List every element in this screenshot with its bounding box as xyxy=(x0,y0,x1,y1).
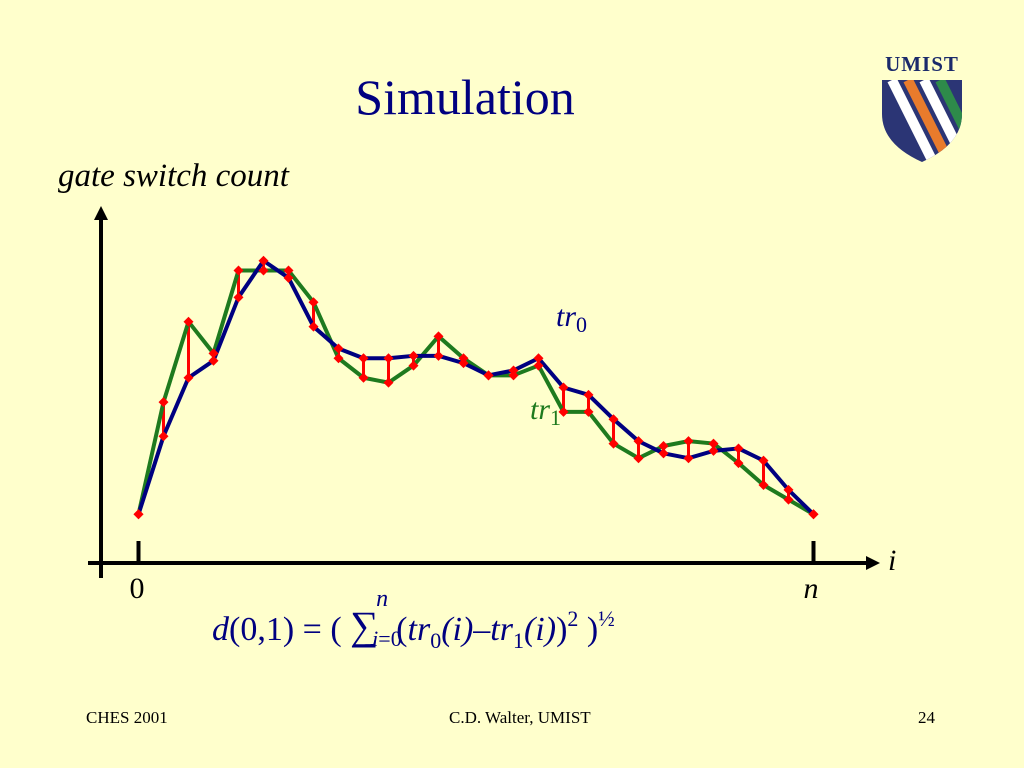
x-tick-label-zero: 0 xyxy=(129,572,145,605)
data-point-tr0 xyxy=(758,455,769,466)
data-point-tr1 xyxy=(358,372,369,383)
series-label-tr0-subscript: 0 xyxy=(576,312,587,337)
footer-page-number: 24 xyxy=(918,708,935,727)
series-line-tr0 xyxy=(136,258,815,516)
data-point-tr1 xyxy=(283,265,294,276)
series-label-tr0: tr0 xyxy=(556,300,587,337)
data-point-tr1 xyxy=(458,353,469,364)
umist-logo: UMIST xyxy=(874,52,970,164)
data-point-tr0 xyxy=(708,445,719,456)
data-point-tr0 xyxy=(183,372,194,383)
x-axis-label: i xyxy=(888,544,897,577)
slide-title: Simulation xyxy=(355,69,575,125)
series-line-tr1 xyxy=(136,268,815,516)
y-axis-label: gate switch count xyxy=(58,158,289,194)
data-point-tr0 xyxy=(258,255,269,266)
data-point-tr1 xyxy=(383,377,394,388)
data-point-tr1 xyxy=(158,397,169,408)
x-axis-arrowhead xyxy=(866,556,880,570)
y-axis-arrowhead xyxy=(94,206,108,220)
data-point-tr1 xyxy=(508,370,519,381)
data-point-tr1 xyxy=(258,265,269,276)
logo-text: UMIST xyxy=(885,52,959,76)
data-point-tr1 xyxy=(783,494,794,505)
data-point-tr0 xyxy=(208,355,219,366)
x-tick-label-n: n xyxy=(803,572,819,605)
footer-conference: CHES 2001 xyxy=(86,708,168,727)
series-label-tr1-subscript: 1 xyxy=(550,405,561,430)
data-point-tr1 xyxy=(183,316,194,327)
distance-formula: d(0,1) = ( ∑ n i=0 (tr0(i)–tr1(i))2 )½ xyxy=(212,586,615,653)
data-point-tr1 xyxy=(433,331,444,342)
data-point-tr1 xyxy=(408,360,419,371)
data-point-tr1 xyxy=(708,438,719,449)
data-point-tr0 xyxy=(383,353,394,364)
data-point-tr0 xyxy=(233,292,244,303)
data-point-tr1 xyxy=(733,458,744,469)
data-point-tr1 xyxy=(133,509,144,520)
data-point-tr0 xyxy=(558,382,569,393)
data-point-tr1 xyxy=(533,360,544,371)
footer-author: C.D. Walter, UMIST xyxy=(449,708,591,727)
data-point-tr0 xyxy=(333,343,344,354)
data-point-tr0 xyxy=(583,389,594,400)
data-point-tr1 xyxy=(658,441,669,451)
data-point-tr0 xyxy=(283,272,294,283)
data-point-tr1 xyxy=(808,509,819,520)
data-point-tr1 xyxy=(558,406,569,417)
data-point-tr0 xyxy=(683,453,694,464)
data-point-tr1 xyxy=(583,406,594,417)
data-point-tr0 xyxy=(783,484,794,495)
data-point-tr0 xyxy=(658,448,669,459)
data-point-tr1 xyxy=(233,265,244,276)
data-point-tr1 xyxy=(308,297,319,308)
shield-icon xyxy=(882,80,962,162)
data-point-tr0 xyxy=(158,431,169,442)
data-point-tr1 xyxy=(758,480,769,490)
data-point-tr0 xyxy=(433,350,444,361)
data-point-tr0 xyxy=(408,350,419,361)
data-point-tr1 xyxy=(633,453,644,464)
data-point-tr0 xyxy=(308,321,319,332)
data-point-tr0 xyxy=(733,443,744,454)
data-point-tr0 xyxy=(633,436,644,447)
data-point-tr1 xyxy=(683,436,694,447)
data-point-tr1 xyxy=(608,438,619,449)
data-point-tr1 xyxy=(483,370,494,381)
data-point-tr0 xyxy=(608,414,619,425)
data-point-tr0 xyxy=(358,353,369,364)
data-point-tr0 xyxy=(533,353,544,364)
data-point-tr1 xyxy=(208,348,219,359)
data-point-tr1 xyxy=(333,353,344,364)
